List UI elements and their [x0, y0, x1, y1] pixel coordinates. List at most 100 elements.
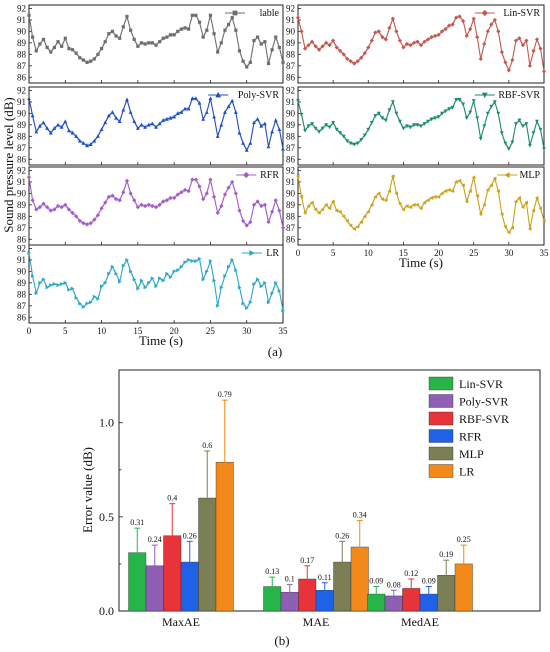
data-point	[415, 123, 420, 127]
data-point	[475, 193, 479, 198]
legend-label: LR	[459, 465, 474, 479]
data-point	[45, 285, 50, 290]
x-tick-label: 15	[399, 248, 409, 258]
data-point	[380, 35, 385, 40]
data-point	[324, 40, 329, 45]
legend-label: RBF-SVR	[498, 90, 540, 101]
data-point	[277, 288, 282, 293]
data-point	[49, 50, 53, 54]
legend-label: LR	[266, 248, 279, 259]
data-point	[520, 205, 525, 210]
data-label: 0.13	[265, 567, 279, 576]
data-point	[205, 28, 209, 32]
data-point	[154, 284, 159, 289]
data-point	[503, 141, 508, 146]
data-point	[362, 214, 367, 219]
y-tick-label: 91	[17, 255, 26, 265]
x-tick-label: 35	[279, 326, 289, 336]
data-point	[373, 114, 378, 118]
data-point	[208, 96, 213, 101]
data-point	[219, 122, 224, 127]
data-point	[132, 37, 136, 42]
data-point	[31, 274, 35, 278]
data-point	[295, 174, 300, 179]
data-point	[183, 260, 188, 265]
data-point	[432, 194, 437, 199]
x-tick-label: 5	[63, 326, 68, 336]
data-point	[376, 29, 381, 34]
x-tick-label: 35	[540, 248, 550, 258]
data-label: 0.24	[148, 535, 162, 544]
data-point	[440, 191, 444, 196]
data-point	[230, 179, 235, 184]
data-point	[429, 117, 434, 122]
data-point	[143, 42, 147, 46]
data-point	[81, 141, 86, 145]
plot-frame	[28, 4, 284, 84]
data-point	[121, 107, 126, 112]
data-point	[408, 125, 413, 130]
data-point	[426, 119, 430, 124]
data-point	[92, 57, 96, 61]
data-point	[172, 269, 177, 274]
data-point	[394, 111, 399, 116]
y-tick-label: 91	[286, 15, 295, 25]
y-tick-label: 86	[17, 72, 27, 82]
data-point	[503, 224, 507, 229]
y-tick-label: 88	[17, 289, 27, 299]
data-point	[230, 98, 235, 103]
data-label: 0.09	[369, 577, 383, 586]
series-band	[29, 250, 283, 313]
data-point	[436, 194, 441, 199]
data-point	[161, 199, 166, 204]
data-point	[380, 116, 385, 121]
data-point	[103, 120, 108, 125]
data-point	[193, 96, 198, 101]
y-tick-label: 86	[17, 154, 27, 164]
data-point	[114, 115, 119, 120]
data-point	[538, 206, 543, 211]
data-point	[147, 41, 151, 45]
legend-marker	[481, 9, 488, 17]
data-label: 0.6	[202, 441, 212, 450]
data-point	[74, 214, 79, 219]
data-point	[132, 198, 137, 203]
data-point	[302, 46, 308, 51]
data-point	[223, 274, 228, 278]
x-tick-label: MedAE	[401, 615, 439, 629]
data-point	[219, 41, 223, 45]
data-point	[190, 177, 195, 182]
data-point	[327, 206, 332, 211]
data-point	[482, 202, 486, 207]
data-point	[52, 45, 56, 50]
data-point	[136, 44, 140, 48]
data-point	[31, 35, 35, 39]
data-point	[168, 275, 173, 280]
x-tick-label: 0	[27, 326, 32, 336]
data-point	[531, 208, 536, 213]
data-point	[331, 199, 335, 204]
data-label: 0.79	[218, 390, 232, 399]
data-point	[429, 196, 434, 200]
data-point	[259, 284, 264, 289]
data-point	[436, 115, 441, 119]
data-point	[411, 40, 417, 45]
data-point	[146, 202, 151, 207]
data-point	[215, 134, 220, 138]
data-point	[496, 111, 501, 116]
data-point	[114, 271, 119, 276]
data-point	[27, 13, 31, 17]
data-point	[215, 210, 220, 215]
data-point	[176, 29, 180, 33]
data-point	[107, 271, 111, 276]
data-point	[475, 35, 480, 40]
data-point	[306, 124, 311, 129]
data-point	[256, 277, 260, 282]
data-label: 0.19	[439, 550, 453, 559]
data-point	[513, 199, 518, 204]
data-point	[517, 36, 522, 41]
legend-marker	[243, 171, 250, 179]
legend: Lin-SVR Poly-SVR RBF-SVR RFR MLP LR	[428, 376, 509, 479]
data-point	[542, 147, 546, 152]
